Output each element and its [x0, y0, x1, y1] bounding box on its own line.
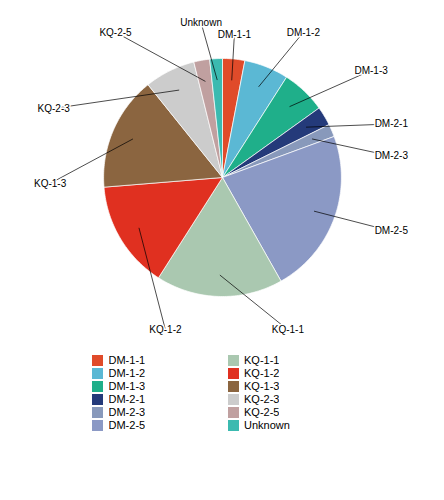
svg-text:DM-1-2: DM-1-2	[287, 27, 321, 38]
html-text:KQ-2-5: KQ-2-5	[244, 406, 280, 418]
svg-text:KQ-1-1: KQ-1-1	[272, 324, 305, 335]
svg-text:KQ-2-3: KQ-2-3	[38, 103, 71, 114]
html-text:DM-2-5: DM-2-5	[108, 419, 146, 431]
svg-text:KQ-1-3: KQ-1-3	[34, 178, 67, 189]
html-text:KQ-1-1: KQ-1-1	[244, 354, 280, 366]
svg-text:DM-2-5: DM-2-5	[375, 225, 409, 236]
svg-text:DM-1-1: DM-1-1	[218, 29, 252, 40]
html-text:KQ-1-3: KQ-1-3	[244, 380, 280, 392]
svg-text:KQ-1-2: KQ-1-2	[149, 324, 182, 335]
html-text:DM-1-1: DM-1-1	[108, 354, 146, 366]
svg-text:DM-2-1: DM-2-1	[375, 118, 409, 129]
html-text:KQ-1-2: KQ-1-2	[244, 367, 280, 379]
svg-text:DM-1-3: DM-1-3	[354, 65, 388, 76]
html-text:Unknown: Unknown	[244, 419, 290, 431]
svg-text:DM-2-3: DM-2-3	[375, 150, 409, 161]
html-text:DM-1-3: DM-1-3	[108, 380, 146, 392]
html-text:DM-2-1: DM-2-1	[108, 393, 146, 405]
html-text:KQ-2-3: KQ-2-3	[244, 393, 280, 405]
html-text:DM-1-2: DM-1-2	[108, 367, 146, 379]
html-text:DM-2-3: DM-2-3	[108, 406, 146, 418]
svg-text:Unknown: Unknown	[180, 17, 222, 28]
svg-text:KQ-2-5: KQ-2-5	[99, 27, 132, 38]
